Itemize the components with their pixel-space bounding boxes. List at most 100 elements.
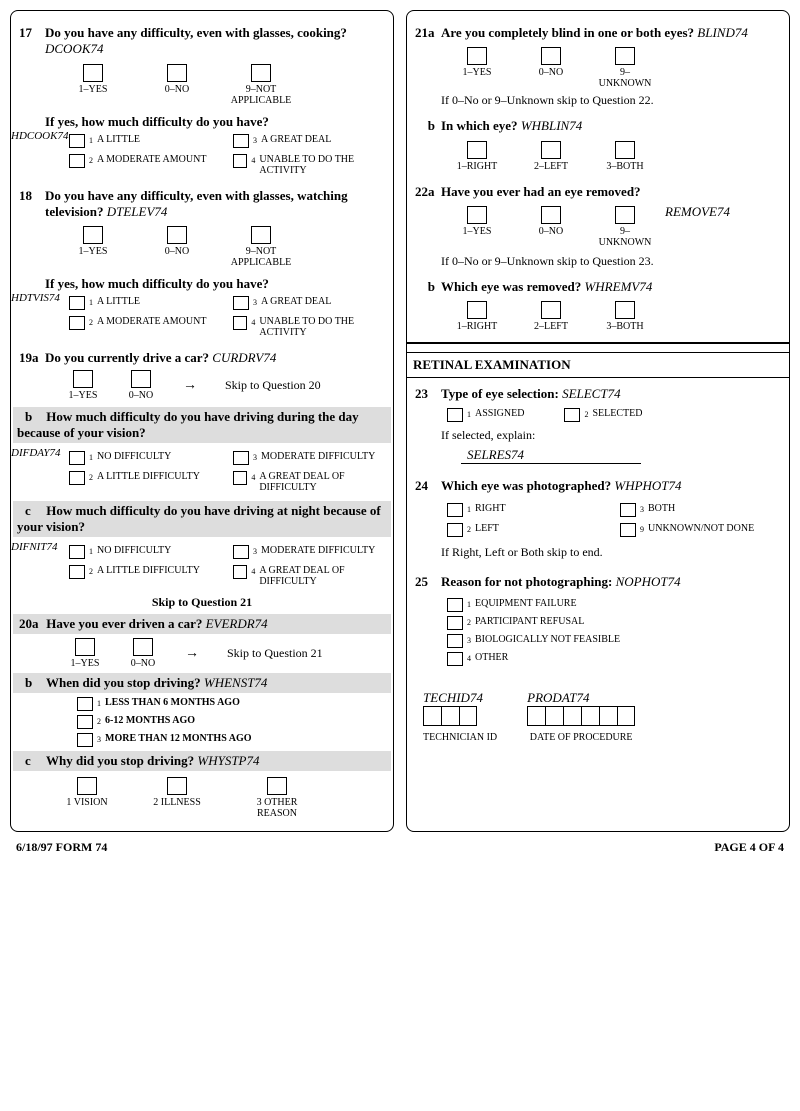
t: 6-12 MONTHS AGO <box>105 715 195 726</box>
n: 24 <box>413 478 441 559</box>
box[interactable] <box>447 634 463 648</box>
q17d1-box[interactable] <box>69 134 85 148</box>
q18-yes-box[interactable] <box>83 226 103 244</box>
box[interactable] <box>615 206 635 224</box>
n: 4 <box>467 654 471 663</box>
box[interactable] <box>615 141 635 159</box>
q17-na-box[interactable] <box>251 64 271 82</box>
l: Which eye was removed? <box>441 279 581 294</box>
box[interactable] <box>69 565 85 579</box>
box[interactable] <box>467 141 487 159</box>
t: A LITTLE <box>97 296 140 307</box>
n: 2 <box>153 797 158 808</box>
t: VISION <box>74 797 108 808</box>
q17-yes-box[interactable] <box>83 64 103 82</box>
box[interactable] <box>541 47 561 65</box>
n: 1 <box>89 136 93 145</box>
box[interactable] <box>77 777 97 795</box>
t: NO DIFFICULTY <box>97 545 171 556</box>
q18-no-box[interactable] <box>167 226 187 244</box>
box[interactable] <box>69 545 85 559</box>
n: 2 <box>467 618 471 627</box>
q20c-text: Why did you stop driving? <box>46 753 194 768</box>
box[interactable] <box>620 503 636 517</box>
l: Type of eye selection: <box>441 386 559 401</box>
n: 2 <box>467 525 471 534</box>
box[interactable] <box>233 316 247 330</box>
t: BIOLOGICALLY NOT FEASIBLE <box>475 634 620 645</box>
box[interactable] <box>69 471 85 485</box>
n: 1 <box>89 298 93 307</box>
l: b <box>413 279 441 334</box>
l: 9–UNKNOWN <box>595 226 655 248</box>
box[interactable] <box>467 301 487 319</box>
q18-na-box[interactable] <box>251 226 271 244</box>
box[interactable] <box>233 545 249 559</box>
n: 3 <box>257 797 262 808</box>
q19a-no-box[interactable] <box>131 370 151 388</box>
q20a-head: 20a Have you ever driven a car? EVERDR74 <box>13 614 391 634</box>
box[interactable] <box>233 565 247 579</box>
q20a-yes-box[interactable] <box>75 638 95 656</box>
t: LEFT <box>475 523 499 534</box>
l: 2–LEFT <box>534 161 568 172</box>
q17d2-box[interactable] <box>69 154 85 168</box>
t: MODERATE DIFFICULTY <box>261 451 375 462</box>
box[interactable] <box>69 316 85 330</box>
box[interactable] <box>77 697 93 711</box>
box[interactable] <box>615 301 635 319</box>
box[interactable] <box>620 523 636 537</box>
l: Are you completely blind in one or both … <box>441 25 694 40</box>
box[interactable] <box>167 777 187 795</box>
l: Which eye was photographed? <box>441 478 611 493</box>
q23-explain-code[interactable]: SELRES74 <box>461 447 641 464</box>
box[interactable] <box>467 206 487 224</box>
box[interactable] <box>615 47 635 65</box>
box[interactable] <box>541 301 561 319</box>
q18-sub: If yes, how much difficulty do you have? <box>45 276 387 292</box>
box[interactable] <box>541 206 561 224</box>
box[interactable] <box>447 408 463 422</box>
box[interactable] <box>233 471 247 485</box>
box[interactable] <box>467 47 487 65</box>
box[interactable] <box>69 451 85 465</box>
box[interactable] <box>233 296 249 310</box>
q17-opts: 1–YES 0–NO 9–NOT APPLICABLE <box>63 64 387 106</box>
box[interactable] <box>447 616 463 630</box>
box[interactable] <box>77 715 93 729</box>
techid-boxes[interactable] <box>423 706 477 726</box>
n: 1 <box>89 547 93 556</box>
date-boxes[interactable] <box>527 706 635 726</box>
box[interactable] <box>447 652 463 666</box>
q20a-no-box[interactable] <box>133 638 153 656</box>
q24-skip: If Right, Left or Both skip to end. <box>441 545 783 560</box>
box[interactable] <box>447 503 463 517</box>
q20c-code: WHYSTP74 <box>197 753 259 768</box>
t: MODERATE DIFFICULTY <box>261 545 375 556</box>
form-page: 17 Do you have any difficulty, even with… <box>10 10 790 832</box>
q17-yes-lbl: 1–YES <box>79 84 108 95</box>
q20b-text: When did you stop driving? <box>46 675 201 690</box>
box[interactable] <box>233 451 249 465</box>
q25: 25 Reason for not photographing: NOPHOT7… <box>413 574 783 670</box>
box[interactable] <box>447 523 463 537</box>
t: BOTH <box>648 503 675 514</box>
box[interactable] <box>541 141 561 159</box>
q18-text: Do you have any difficulty, even with gl… <box>45 188 387 221</box>
t: A LITTLE DIFFICULTY <box>97 565 200 576</box>
page-footer: 6/18/97 FORM 74 PAGE 4 OF 4 <box>10 840 790 855</box>
box[interactable] <box>267 777 287 795</box>
n: 25 <box>413 574 441 670</box>
l: 1–RIGHT <box>457 321 498 332</box>
q17-no-box[interactable] <box>167 64 187 82</box>
q17-sub: If yes, how much difficulty do you have? <box>45 114 387 130</box>
q17d4-box[interactable] <box>233 154 247 168</box>
q17d3-box[interactable] <box>233 134 249 148</box>
t: UNABLE TO DO THE ACTIVITY <box>259 316 387 338</box>
box[interactable] <box>447 598 463 612</box>
box[interactable] <box>564 408 580 422</box>
box[interactable] <box>69 296 85 310</box>
q19a-yes-box[interactable] <box>73 370 93 388</box>
box[interactable] <box>77 733 93 747</box>
q19c-skip: Skip to Question 21 <box>17 595 387 610</box>
